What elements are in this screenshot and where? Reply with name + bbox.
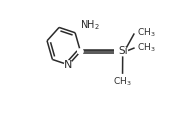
Circle shape bbox=[119, 47, 128, 56]
Circle shape bbox=[76, 21, 88, 33]
Text: CH$_3$: CH$_3$ bbox=[113, 75, 132, 88]
Text: Si: Si bbox=[119, 46, 128, 56]
Text: NH$_2$: NH$_2$ bbox=[80, 18, 100, 32]
Circle shape bbox=[64, 61, 72, 69]
Text: CH$_3$: CH$_3$ bbox=[137, 26, 156, 39]
Circle shape bbox=[78, 49, 83, 54]
Text: CH$_3$: CH$_3$ bbox=[137, 42, 156, 54]
Text: N: N bbox=[64, 60, 73, 70]
